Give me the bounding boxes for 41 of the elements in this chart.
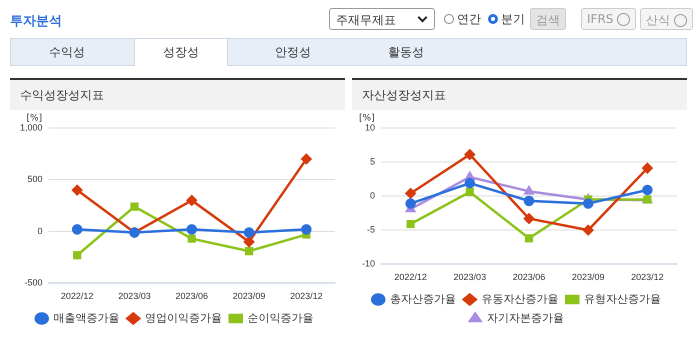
x-tick-label: 2023/12 bbox=[631, 272, 664, 282]
x-tick-label: 2023/09 bbox=[572, 272, 604, 282]
text: 안정성 bbox=[274, 44, 312, 61]
x-tick-label: 2023/06 bbox=[512, 272, 546, 282]
text: 검색 bbox=[530, 8, 566, 30]
x-tick-label: 2022/12 bbox=[60, 291, 94, 302]
x-tick-label: 2023/06 bbox=[175, 291, 208, 302]
y-tick-label: 0 bbox=[370, 190, 376, 201]
legend-label: 유형자산증가율 bbox=[584, 292, 661, 306]
text: 투자분석 bbox=[10, 13, 62, 30]
text: 활동성 bbox=[387, 44, 425, 61]
legend-label: 영업이익증가율 bbox=[144, 311, 222, 324]
y-tick-label: 500 bbox=[27, 174, 43, 184]
x-tick-label: 2023/12 bbox=[290, 291, 323, 302]
x-tick-label: 2023/03 bbox=[454, 272, 486, 282]
text: 분기 bbox=[501, 11, 525, 28]
y-tick-label: 10 bbox=[364, 122, 376, 132]
text: IFRS bbox=[587, 12, 614, 26]
legend-label: 총자산증가율 bbox=[390, 292, 456, 306]
y-tick-label: -5 bbox=[366, 224, 376, 235]
text: 주재무제표 bbox=[329, 8, 435, 30]
legend-label: 자기자본증가율 bbox=[486, 311, 564, 324]
text: 성장성 bbox=[134, 39, 228, 66]
text: 수익성 bbox=[48, 44, 86, 61]
chart-title: 수익성장성지표 bbox=[10, 80, 345, 110]
x-tick-label: 2023/09 bbox=[232, 291, 266, 302]
text: 연간 bbox=[457, 11, 481, 28]
legend-label: 유동자산증가율 bbox=[481, 292, 558, 306]
y-tick-label: -500 bbox=[24, 278, 43, 288]
legend-label: 매출액증가율 bbox=[53, 311, 120, 324]
y-tick-label: -10 bbox=[362, 258, 376, 269]
chart-title: 자산성장성지표 bbox=[352, 80, 687, 110]
text: 산식 bbox=[646, 13, 671, 27]
y-tick-label: 0 bbox=[38, 226, 43, 236]
y-axis-title: [%] bbox=[26, 113, 42, 124]
y-tick-label: 5 bbox=[370, 156, 376, 167]
y-axis-title: [%] bbox=[359, 113, 375, 124]
x-tick-label: 2023/03 bbox=[118, 291, 151, 302]
y-tick-label: 1,000 bbox=[20, 122, 43, 132]
x-tick-label: 2022/12 bbox=[394, 272, 427, 282]
legend-label: 순이익증가율 bbox=[247, 311, 314, 324]
